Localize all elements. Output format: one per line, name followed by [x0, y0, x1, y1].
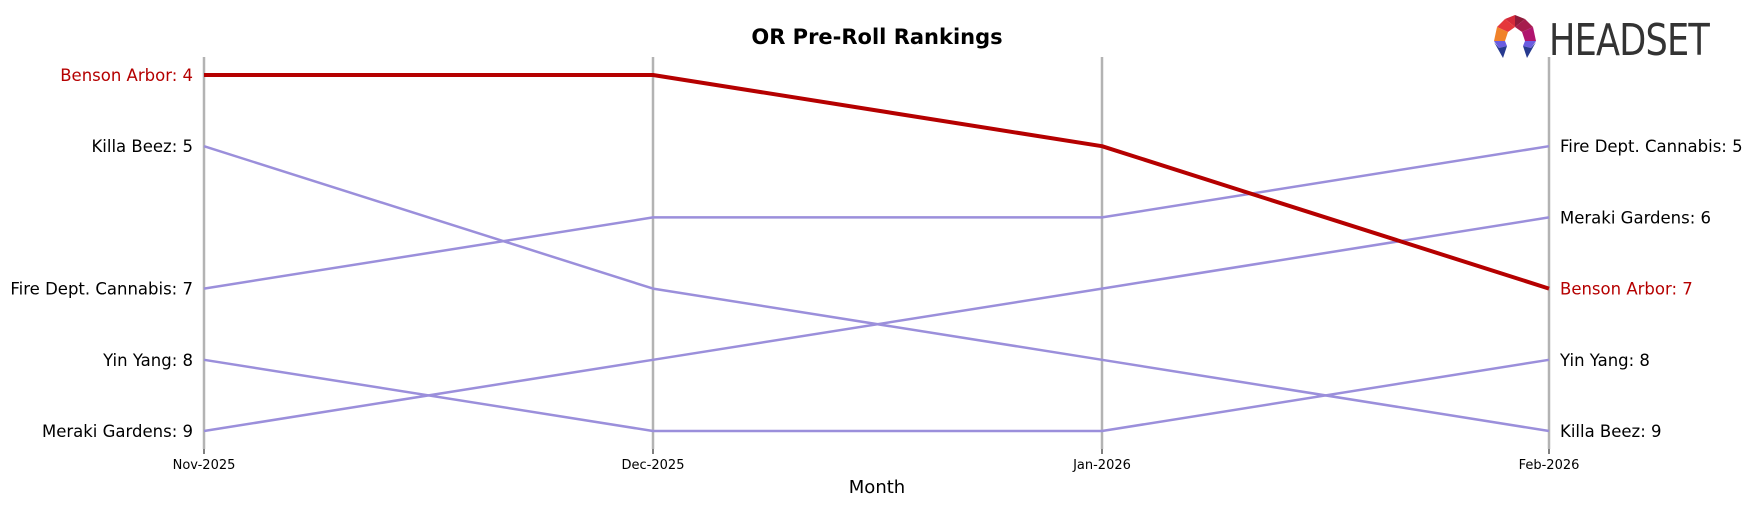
headset-logo: HEADSET: [1494, 15, 1711, 66]
left-rank-labels: Benson Arbor: 4 Killa Beez: 5 Fire Dept. C…: [10, 66, 193, 441]
headset-logo-icon: [1494, 15, 1536, 58]
x-tick-label: Jan-2026: [1072, 458, 1131, 473]
chart-title: OR Pre-Roll Rankings: [751, 25, 1002, 49]
right-rank-label: Fire Dept. Cannabis: 5: [1560, 137, 1743, 156]
x-ticks: Nov-2025 Dec-2025 Jan-2026 Feb-2026: [173, 449, 1580, 473]
headset-logo-text: HEADSET: [1549, 15, 1710, 66]
right-rank-label: Benson Arbor: 7: [1560, 280, 1693, 299]
left-rank-label: Meraki Gardens: 9: [42, 422, 193, 441]
series-line-meraki-gardens: [203, 216, 1550, 433]
right-rank-labels: Fire Dept. Cannabis: 5 Meraki Gardens: 6 B…: [1559, 137, 1743, 441]
right-rank-label: Meraki Gardens: 6: [1560, 208, 1711, 227]
vertical-axes: [202, 57, 1551, 449]
series-lines: [203, 144, 1550, 433]
x-tick-label: Dec-2025: [622, 458, 685, 473]
series-line-fire-dept-cannabis: [203, 144, 1550, 290]
series-line-killa-beez: [203, 145, 1550, 433]
series-line-yin-yang: [203, 358, 1550, 433]
x-tick-label: Feb-2026: [1519, 458, 1580, 473]
left-rank-label: Killa Beez: 5: [91, 137, 193, 156]
highlight-series-line: [204, 73, 1550, 291]
x-tick-label: Nov-2025: [173, 458, 236, 473]
right-rank-label: Yin Yang: 8: [1559, 351, 1650, 370]
left-rank-label: Yin Yang: 8: [102, 351, 193, 370]
x-axis-label: Month: [849, 477, 905, 498]
right-rank-label: Killa Beez: 9: [1560, 422, 1662, 441]
series-line-benson-arbor: [204, 73, 1550, 291]
left-rank-label: Fire Dept. Cannabis: 7: [10, 280, 193, 299]
left-rank-label: Benson Arbor: 4: [60, 66, 193, 85]
